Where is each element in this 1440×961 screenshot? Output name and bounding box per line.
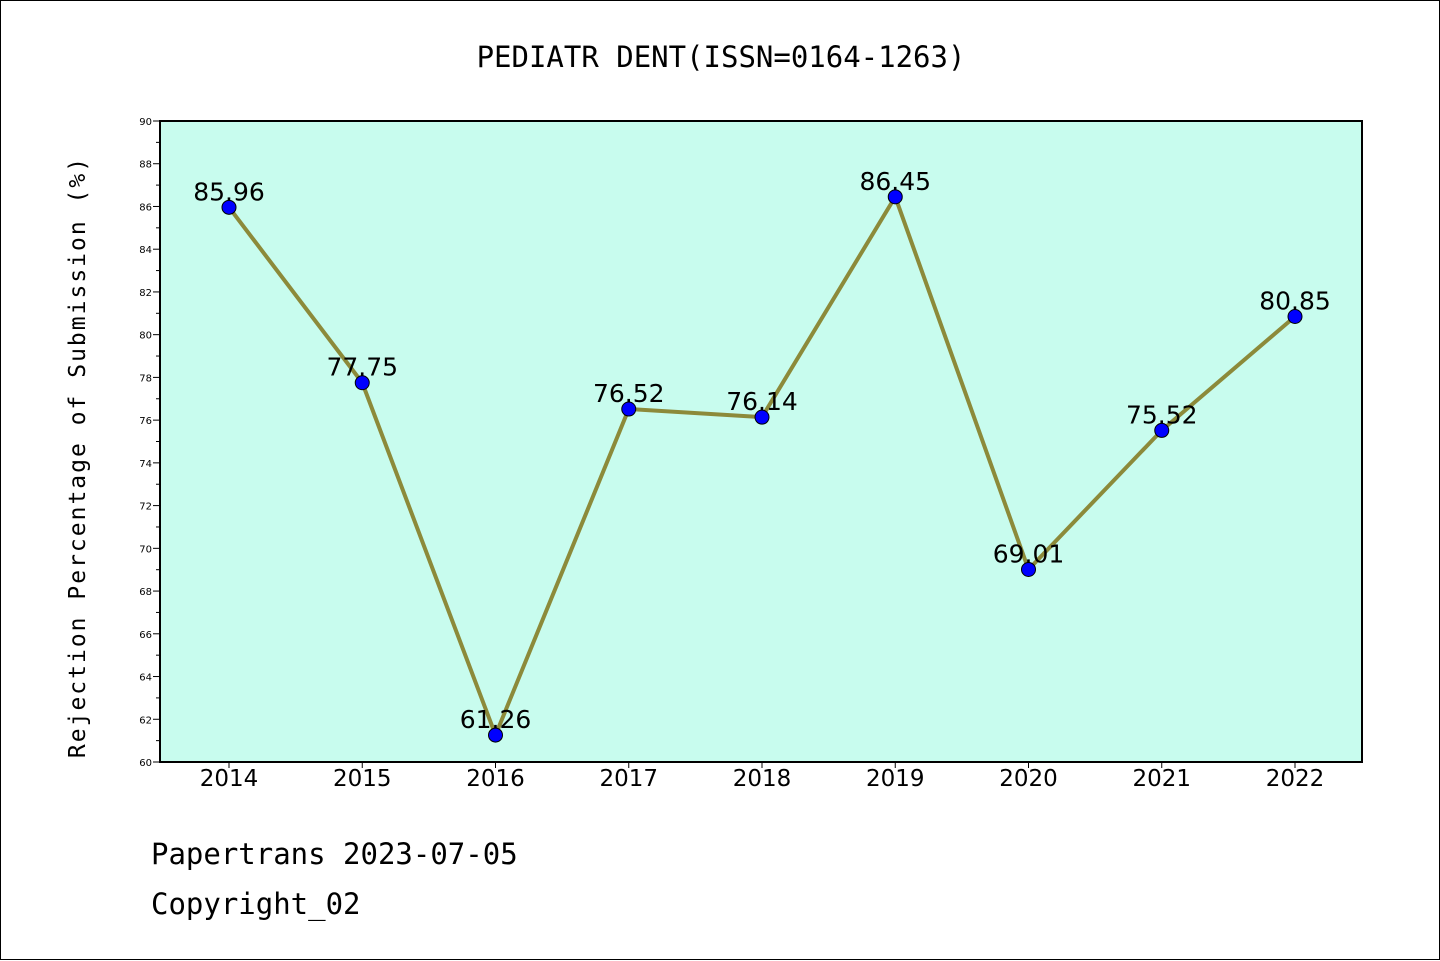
x-axis-ticks: 2014 2015 2016 2017 2018 2019 2020 2021 2022: [200, 762, 1325, 792]
data-label: 61.26: [460, 705, 532, 734]
data-label: 85.96: [193, 177, 265, 206]
data-point-marker: [1287, 309, 1303, 325]
x-tick-label: 2017: [599, 766, 658, 792]
y-tick-label: 80: [139, 331, 152, 342]
plot-frame: [159, 120, 1363, 763]
x-tick-label: 2014: [200, 766, 259, 792]
y-tick-label: 62: [139, 715, 152, 726]
data-label: 76.14: [726, 387, 798, 416]
data-point-marker: [1154, 422, 1170, 438]
y-tick-label: 78: [139, 373, 152, 384]
y-tick-label: 70: [139, 544, 152, 555]
y-tick-label: 64: [139, 673, 152, 684]
y-axis-label: Rejection Percentage of Submission (%): [65, 156, 91, 758]
data-labels: 85.96 77.75 61.26 76.52 76.14 86.45 69.01 75.52…: [193, 167, 1331, 734]
footer-copyright-text: Copyright_02: [151, 887, 361, 921]
y-tick-label: 84: [139, 245, 152, 256]
y-tick-label: 68: [139, 587, 152, 598]
y-tick-label: 74: [139, 459, 152, 470]
x-tick-label: 2015: [333, 766, 392, 792]
x-tick-label: 2021: [1132, 766, 1191, 792]
chart-title: PEDIATR DENT(ISSN=0164-1263): [477, 40, 966, 74]
data-point-marker: [354, 375, 370, 391]
x-tick-label: 2022: [1266, 766, 1325, 792]
x-tick-label: 2019: [866, 766, 925, 792]
data-point-marker: [621, 401, 637, 417]
y-tick-label: 90: [139, 117, 152, 128]
data-markers: [221, 189, 1303, 743]
y-axis-ticks: 60 62 64 66 68 70 72 74 76 78 80 82 84 86 88 90: [139, 117, 160, 769]
y-tick-label: 66: [139, 630, 152, 641]
data-point-marker: [887, 189, 903, 205]
y-tick-label: 76: [139, 416, 152, 427]
plot-area: [160, 121, 1362, 762]
data-point-marker: [488, 727, 503, 743]
y-tick-label: 86: [139, 202, 152, 213]
y-tick-label: 88: [139, 160, 152, 171]
data-label: 76.52: [593, 379, 665, 408]
data-point-marker: [1021, 561, 1036, 577]
data-label: 75.52: [1126, 400, 1198, 429]
y-tick-label: 72: [139, 502, 152, 513]
y-tick-label: 60: [139, 758, 152, 769]
x-tick-label: 2018: [733, 766, 792, 792]
x-tick-label: 2020: [999, 766, 1058, 792]
y-tick-label: 82: [139, 288, 152, 299]
data-point-marker: [754, 409, 770, 425]
data-label: 69.01: [993, 539, 1065, 568]
x-tick-label: 2016: [466, 766, 525, 792]
data-point-marker: [221, 199, 237, 215]
footer-date-text: Papertrans 2023-07-05: [151, 837, 518, 871]
data-label: 86.45: [859, 167, 931, 196]
data-label: 77.75: [326, 353, 398, 382]
data-label: 80.85: [1259, 287, 1331, 316]
